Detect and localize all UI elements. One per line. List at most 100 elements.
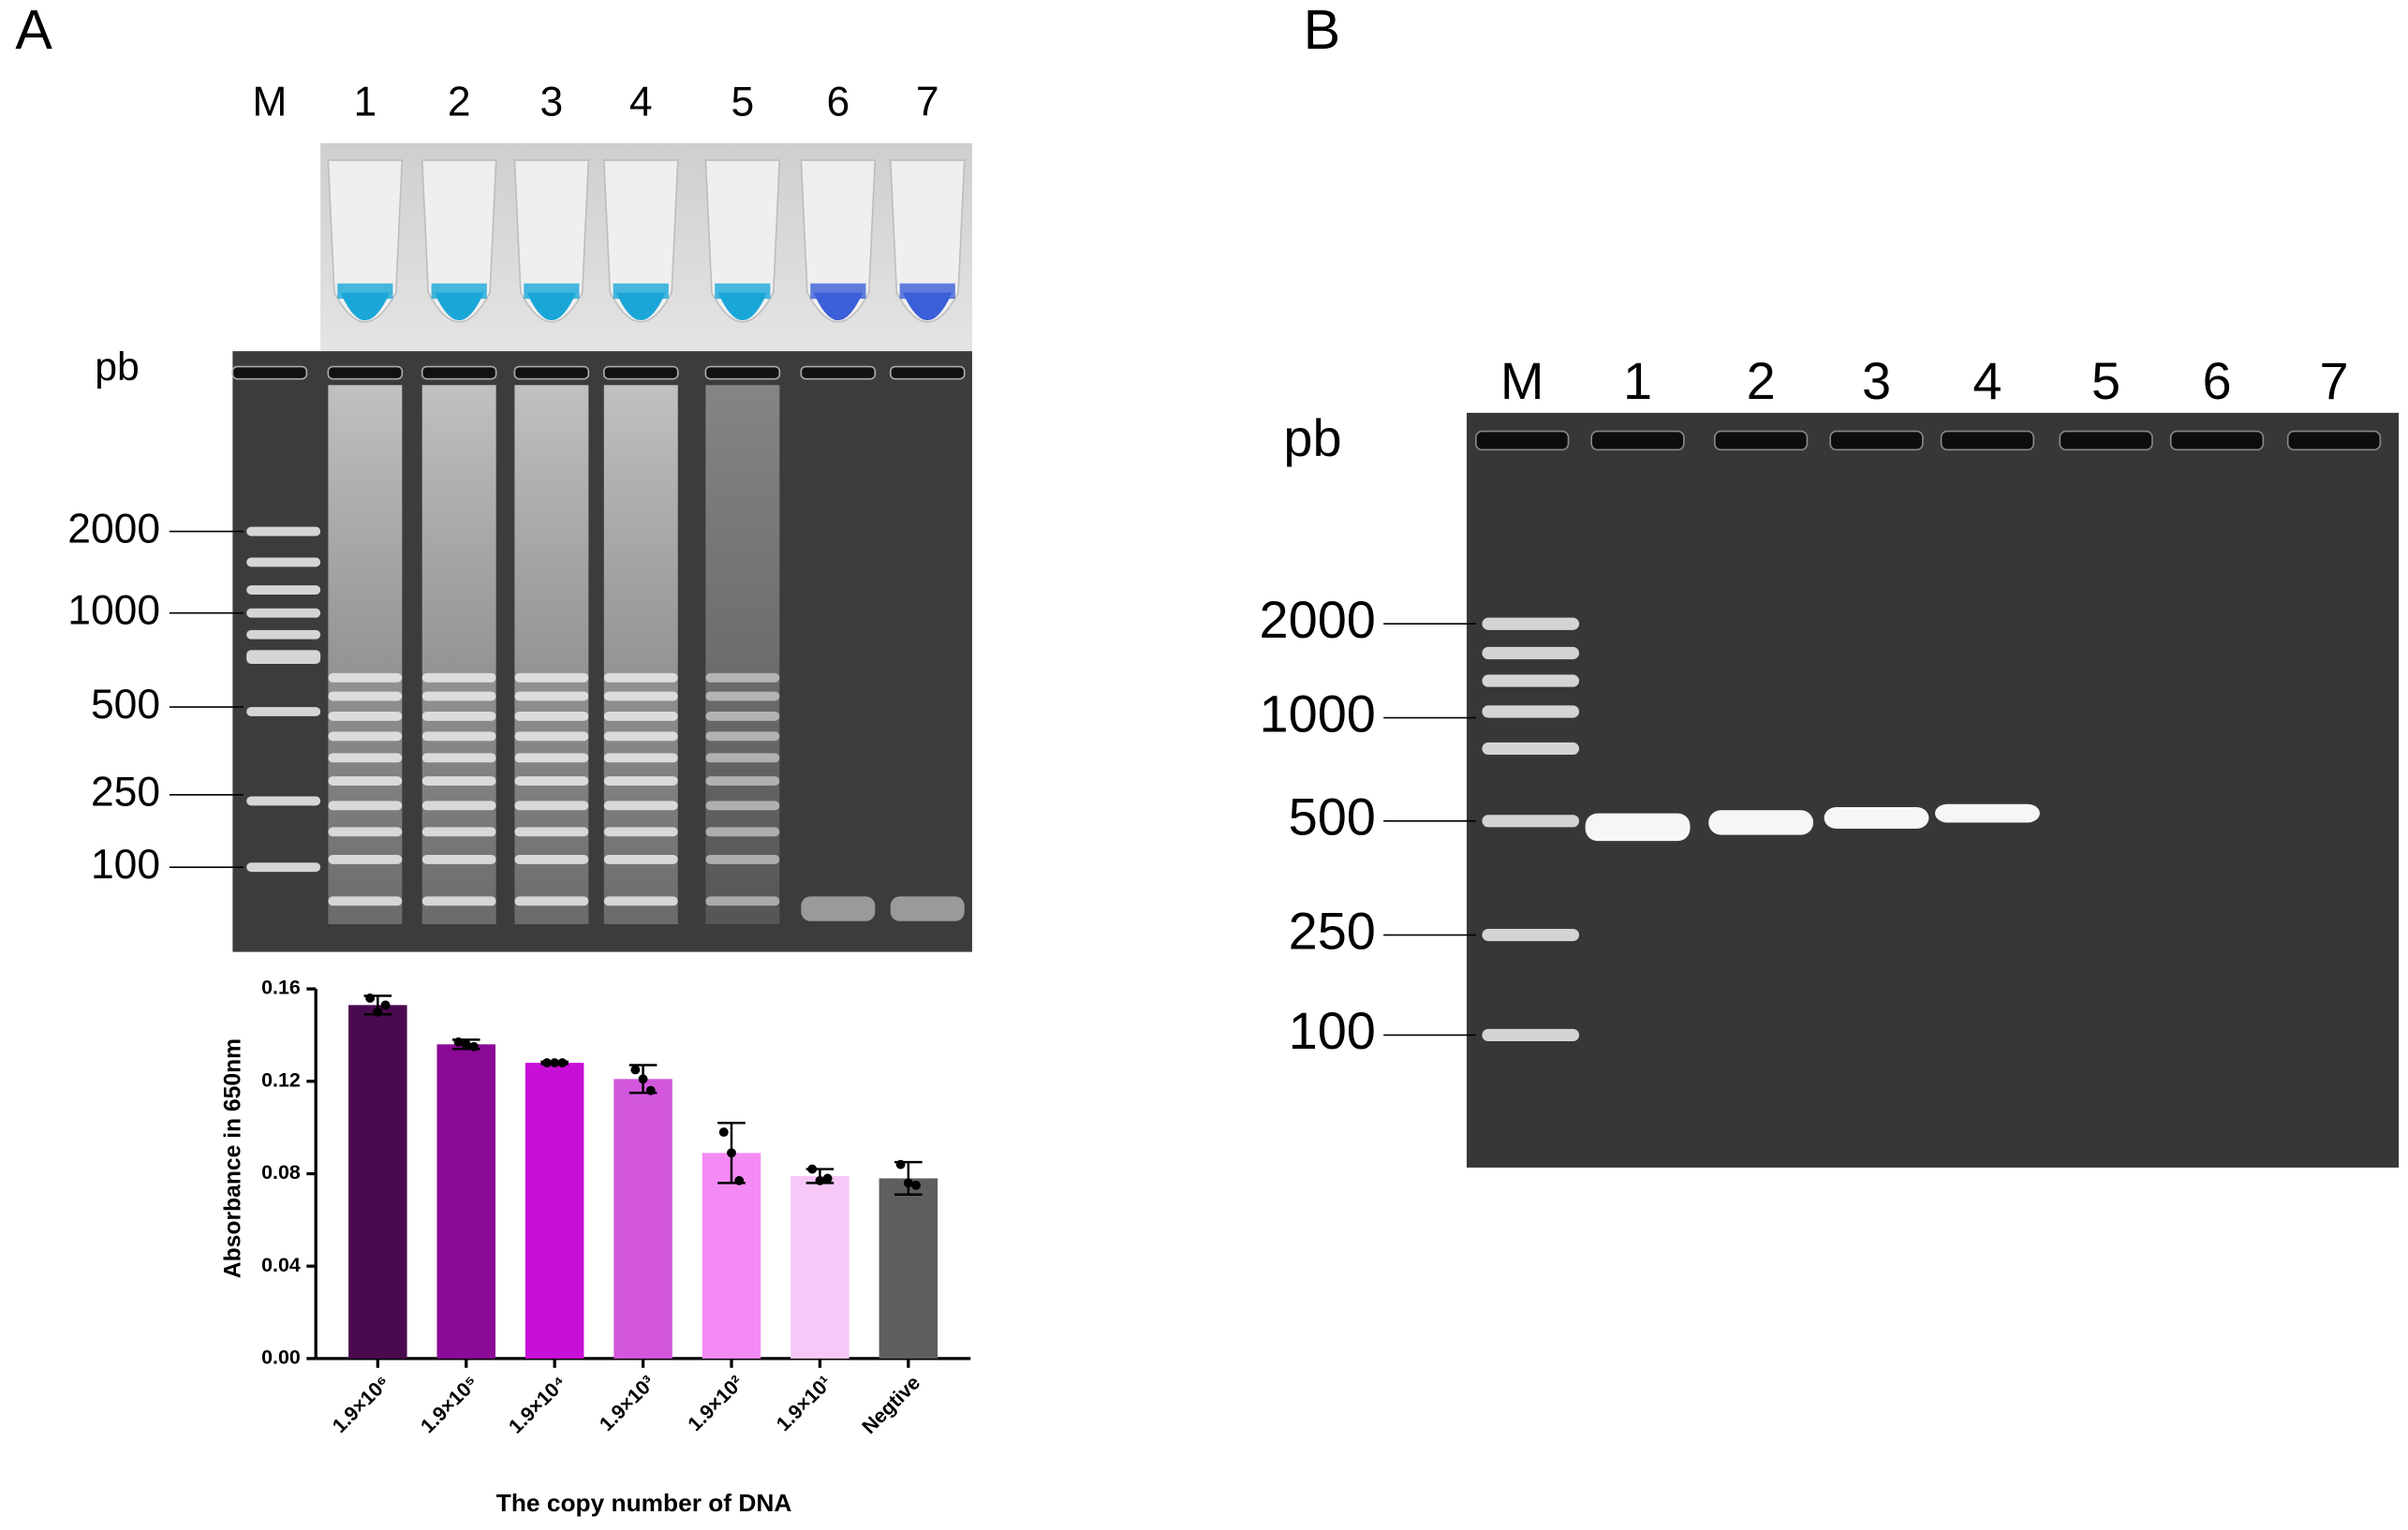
y-tick-label: 0.08 xyxy=(261,1161,301,1184)
ladder-band xyxy=(514,753,589,763)
lane-label: M xyxy=(1500,351,1544,410)
ladder-band xyxy=(514,801,589,811)
pcr-band xyxy=(1708,810,1814,835)
ladder-band xyxy=(603,854,678,864)
data-point xyxy=(550,1058,560,1067)
well xyxy=(513,365,590,380)
size-label: 250 xyxy=(1289,901,1376,960)
ladder-band xyxy=(603,753,678,763)
marker-band xyxy=(1482,617,1580,630)
marker-band xyxy=(1482,742,1580,756)
ladder-band xyxy=(603,827,678,837)
tube-liquid xyxy=(715,283,771,300)
size-label: 100 xyxy=(91,842,160,888)
well xyxy=(2286,430,2382,451)
tube xyxy=(889,159,966,323)
marker-band xyxy=(246,557,321,567)
data-point xyxy=(815,1175,825,1185)
ladder-band xyxy=(421,712,496,721)
ladder-band xyxy=(421,827,496,837)
marker-band xyxy=(246,650,321,665)
size-label: 100 xyxy=(1289,1001,1376,1060)
well xyxy=(2059,430,2153,451)
tube-liquid xyxy=(813,292,864,321)
lane-label: 6 xyxy=(826,80,849,125)
tube xyxy=(602,159,679,323)
tube-liquid xyxy=(431,283,487,300)
well xyxy=(800,365,877,380)
well xyxy=(704,365,781,380)
tube-liquid xyxy=(524,283,580,300)
ladder-band xyxy=(603,672,678,683)
primer-band xyxy=(801,896,876,921)
ladder-band xyxy=(328,827,403,837)
ladder-band xyxy=(328,712,403,721)
smear xyxy=(514,385,589,925)
lane-label: 7 xyxy=(2319,351,2348,410)
x-tick-label: 1.9×10¹ xyxy=(772,1371,836,1435)
x-tick-label: Negtive xyxy=(858,1371,925,1438)
ladder-band xyxy=(705,827,780,837)
lane-label: 4 xyxy=(1972,351,2002,410)
lane-label: 3 xyxy=(1862,351,1891,410)
x-tick-label: 1.9×10² xyxy=(684,1371,748,1435)
y-tick-label: 0.00 xyxy=(261,1346,301,1369)
ladder-band xyxy=(603,896,678,906)
ladder-band xyxy=(421,691,496,701)
marker-band xyxy=(246,796,321,806)
tube xyxy=(800,159,877,323)
size-label: 2000 xyxy=(67,506,160,552)
marker-band xyxy=(246,629,321,640)
x-tick-label: 1.9×10⁴ xyxy=(504,1371,570,1437)
tube xyxy=(327,159,404,323)
tube-liquid xyxy=(340,292,391,321)
data-point xyxy=(727,1148,736,1158)
ladder-band xyxy=(603,691,678,701)
lane-label: 3 xyxy=(540,80,564,125)
marker-band xyxy=(1482,705,1580,718)
bar xyxy=(702,1153,761,1359)
x-axis-label: The copy number of DNA xyxy=(496,1489,792,1517)
ladder-band xyxy=(705,801,780,811)
lane-label: 2 xyxy=(1747,351,1776,410)
tube-liquid xyxy=(717,292,768,321)
ladder-band xyxy=(705,731,780,742)
tube-liquid xyxy=(337,283,393,300)
ladder-band xyxy=(328,672,403,683)
tube-liquid xyxy=(902,292,953,321)
tube-liquid xyxy=(434,292,484,321)
pcr-band xyxy=(1585,813,1691,842)
well xyxy=(1713,430,1809,451)
ladder-band xyxy=(328,801,403,811)
ladder-band xyxy=(603,776,678,786)
size-label: 2000 xyxy=(1260,590,1376,649)
lane-label: 5 xyxy=(2091,351,2120,410)
ladder-band xyxy=(514,827,589,837)
tube-liquid xyxy=(613,283,669,300)
pcr-band xyxy=(1824,806,1929,830)
ladder-band xyxy=(705,672,780,683)
unit-label: pb xyxy=(1283,408,1341,467)
tube-liquid xyxy=(899,283,955,300)
marker-band xyxy=(1482,646,1580,660)
data-point xyxy=(645,1085,656,1096)
data-point xyxy=(903,1178,913,1188)
ladder-band xyxy=(421,854,496,864)
ladder-band xyxy=(328,896,403,906)
ladder-band xyxy=(421,801,496,811)
smear xyxy=(421,385,496,925)
marker-band xyxy=(246,608,321,618)
data-point xyxy=(469,1041,479,1052)
ladder-band xyxy=(514,854,589,864)
ladder-band xyxy=(421,731,496,742)
pcr-band xyxy=(1935,803,2040,823)
marker-band xyxy=(246,526,321,537)
ladder-band xyxy=(705,896,780,906)
well xyxy=(1475,430,1570,451)
x-tick-label: 1.9×10⁵ xyxy=(416,1371,482,1437)
data-point xyxy=(373,1007,383,1017)
primer-band xyxy=(890,896,965,921)
ladder-band xyxy=(514,776,589,786)
ladder-band xyxy=(603,712,678,721)
